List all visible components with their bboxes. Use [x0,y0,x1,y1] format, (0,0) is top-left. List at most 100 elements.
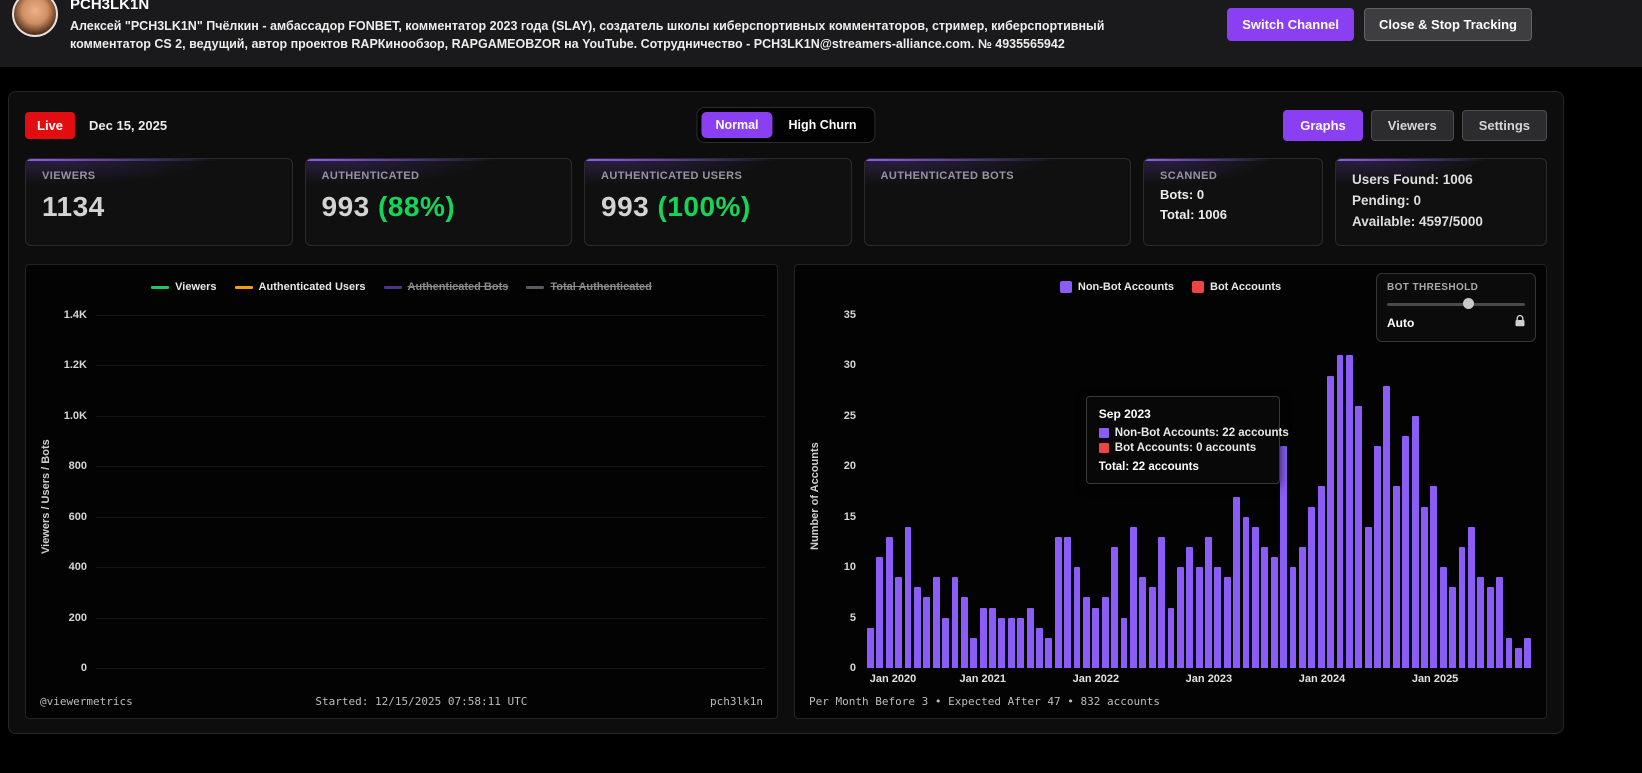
bar[interactable] [1026,607,1034,668]
switch-channel-button[interactable]: Switch Channel [1227,8,1355,41]
bar[interactable] [1430,486,1438,668]
bar[interactable] [1524,637,1532,668]
bar[interactable] [1223,577,1231,668]
bar[interactable] [885,536,893,668]
bar[interactable] [1101,597,1109,668]
legend-item[interactable]: Authenticated Users [234,281,366,293]
bar[interactable] [1233,496,1241,668]
scanned-bots-line: Bots: 0 [1160,187,1205,202]
bar[interactable] [960,597,968,668]
legend-square-swatch [1192,281,1205,293]
bar[interactable] [1129,526,1137,668]
bar[interactable] [867,627,874,668]
bar[interactable] [1374,446,1381,668]
bar[interactable] [895,577,903,668]
live-badge: Live [25,111,76,139]
bar[interactable] [1148,587,1156,668]
bar[interactable] [1392,486,1400,668]
tab-settings[interactable]: Settings [1461,109,1547,141]
bar[interactable] [1317,486,1325,668]
scanned-total-line: Total: 1006 [1160,207,1227,222]
bar[interactable] [1139,577,1147,668]
bar[interactable] [998,617,1006,668]
bar[interactable] [1214,567,1222,668]
bar[interactable] [1345,355,1353,668]
left-chart-plot-area[interactable] [96,315,765,669]
bar[interactable] [1252,526,1259,668]
channel-avatar[interactable] [12,0,58,37]
bar[interactable] [1383,385,1391,668]
bar[interactable] [913,587,921,668]
bar[interactable] [904,526,912,668]
legend-item[interactable]: Viewers [151,281,217,293]
bar[interactable] [1176,567,1184,668]
mode-normal-button[interactable]: Normal [701,112,773,138]
bar[interactable] [1421,506,1428,668]
tab-viewers[interactable]: Viewers [1370,109,1454,141]
stat-cards: VIEWERS 1134 AUTHENTICATED 993 (88%) AUT… [25,158,1547,246]
bar[interactable] [979,607,987,668]
right-chart-plot-area[interactable]: Sep 2023 Non-Bot Accounts: 22 accounts Bo… [865,315,1534,668]
bar[interactable] [1017,617,1025,668]
bar[interactable] [1402,436,1410,668]
bar[interactable] [1073,567,1081,668]
y-tick-label: 10 [843,561,856,574]
bar[interactable] [1045,637,1053,668]
bar[interactable] [1007,617,1015,668]
bar[interactable] [1468,526,1475,668]
bar[interactable] [1195,567,1203,668]
tab-graphs[interactable]: Graphs [1283,109,1363,141]
bar[interactable] [1120,617,1128,668]
bar[interactable] [1308,506,1316,668]
bar[interactable] [876,557,884,668]
bar[interactable] [1054,536,1062,668]
bar[interactable] [1036,627,1043,668]
bar[interactable] [923,597,931,668]
gridline [96,617,765,619]
bar[interactable] [1458,546,1466,668]
bot-threshold-slider[interactable] [1387,298,1525,310]
channel-header: PCH3LK1N Алексей "PCH3LK1N" Пчёлкин - ам… [0,0,1642,67]
bar[interactable] [1270,557,1278,668]
bar[interactable] [1186,546,1194,668]
bar[interactable] [1486,587,1494,668]
bar[interactable] [951,577,959,668]
bar[interactable] [932,577,940,668]
bar[interactable] [1355,405,1363,668]
bar[interactable] [1064,536,1072,668]
bar[interactable] [1477,577,1485,668]
bar[interactable] [1261,546,1269,668]
bot-threshold-box: BOT THRESHOLD Auto [1376,273,1536,342]
bar[interactable] [1514,647,1522,668]
legend-item[interactable]: Bot Accounts [1192,281,1281,293]
bar[interactable] [1449,587,1457,668]
x-tick-label: Jan 2022 [1072,673,1120,685]
legend-item[interactable]: Non-Bot Accounts [1059,281,1174,293]
bar[interactable] [1439,567,1447,668]
mode-high-churn-button[interactable]: High Churn [775,112,871,138]
bar[interactable] [1092,607,1100,668]
bar[interactable] [1082,597,1090,668]
bar[interactable] [1336,355,1344,668]
bar[interactable] [1205,536,1212,668]
bar[interactable] [1158,536,1165,668]
bar[interactable] [1111,546,1119,668]
bar[interactable] [970,637,978,668]
bar[interactable] [1364,526,1372,668]
legend-item[interactable]: Total Authenticated [526,281,652,293]
bar[interactable] [1496,577,1504,668]
slider-handle[interactable] [1462,298,1474,309]
bar[interactable] [989,607,996,668]
legend-item[interactable]: Authenticated Bots [383,281,508,293]
lock-icon[interactable] [1515,314,1525,332]
bar[interactable] [1505,637,1513,668]
bar[interactable] [1242,516,1250,668]
bar[interactable] [1298,546,1306,668]
bar[interactable] [1327,375,1334,668]
bar[interactable] [942,617,949,668]
bar[interactable] [1167,607,1175,668]
bar[interactable] [1289,567,1297,668]
close-stop-tracking-button[interactable]: Close & Stop Tracking [1364,8,1532,41]
bar[interactable] [1411,415,1419,668]
bar[interactable] [1280,446,1288,668]
